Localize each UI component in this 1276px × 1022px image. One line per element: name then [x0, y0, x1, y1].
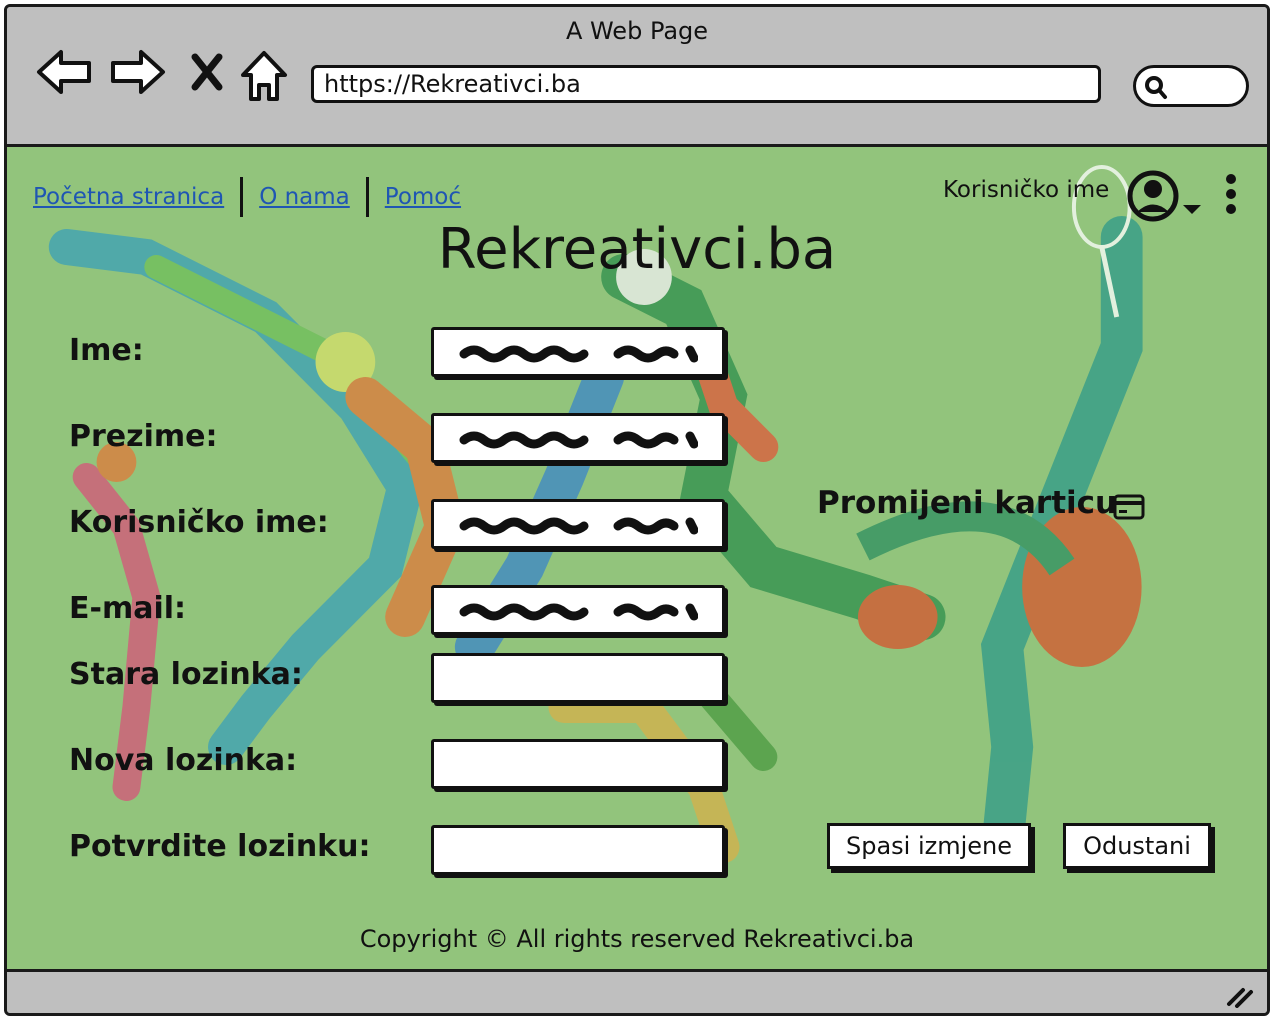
first-name-label: Ime:: [69, 333, 144, 368]
window-title: A Web Page: [565, 17, 709, 45]
back-arrow-icon[interactable]: [35, 47, 95, 97]
last-name-label: Prezime:: [69, 419, 218, 454]
filled-value-scribble: [459, 517, 698, 535]
filled-value-scribble: [459, 603, 698, 621]
resize-grip-icon[interactable]: [1225, 984, 1255, 1008]
email-field[interactable]: [431, 585, 725, 635]
footer-copyright: Copyright © All rights reserved Rekreati…: [359, 925, 915, 953]
home-icon[interactable]: [239, 47, 289, 107]
old-password-label: Stara lozinka:: [69, 657, 303, 692]
dropdown-caret-icon: [1183, 205, 1201, 214]
user-avatar-icon[interactable]: [1127, 169, 1203, 225]
nav-divider: [365, 177, 369, 217]
cancel-button[interactable]: Odustani: [1063, 823, 1211, 869]
sports-background-illustration: [48, 165, 1143, 868]
top-navigation: Početna stranica O nama Pomoć: [33, 177, 461, 217]
close-x-icon[interactable]: [187, 47, 227, 97]
forward-arrow-icon[interactable]: [107, 47, 167, 97]
browser-status-bar: [7, 969, 1267, 1013]
confirm-password-label: Potvrdite lozinku:: [69, 829, 371, 864]
more-options-icon[interactable]: [1223, 171, 1239, 217]
nav-link-about[interactable]: O nama: [259, 184, 350, 210]
nav-link-home[interactable]: Početna stranica: [33, 184, 225, 210]
email-label: E-mail:: [69, 591, 187, 626]
username-field[interactable]: [431, 499, 725, 549]
username-field-label: Korisničko ime:: [69, 505, 329, 540]
save-changes-button[interactable]: Spasi izmjene: [827, 823, 1031, 869]
browser-chrome: A Web Page https://Rekreativci.ba: [7, 7, 1267, 147]
filled-value-scribble: [459, 345, 698, 363]
new-password-label: Nova lozinka:: [69, 743, 298, 778]
search-icon: [1145, 76, 1167, 99]
browser-search-field[interactable]: [1133, 65, 1249, 107]
username-label: Korisničko ime: [943, 177, 1110, 203]
change-card-link[interactable]: Promijeni karticu: [817, 485, 1118, 521]
confirm-password-field[interactable]: [431, 825, 725, 875]
old-password-field[interactable]: [431, 653, 725, 703]
page-content: Početna stranica O nama Pomoć Korisničko…: [7, 147, 1267, 969]
credit-card-icon[interactable]: [1113, 493, 1145, 521]
browser-window: A Web Page https://Rekreativci.ba: [4, 4, 1270, 1016]
filled-value-scribble: [459, 431, 698, 449]
new-password-field[interactable]: [431, 739, 725, 789]
nav-link-help[interactable]: Pomoć: [384, 184, 462, 210]
nav-divider: [240, 177, 244, 217]
address-bar[interactable]: https://Rekreativci.ba: [311, 65, 1101, 103]
site-title: Rekreativci.ba: [437, 217, 837, 282]
first-name-field[interactable]: [431, 327, 725, 377]
last-name-field[interactable]: [431, 413, 725, 463]
